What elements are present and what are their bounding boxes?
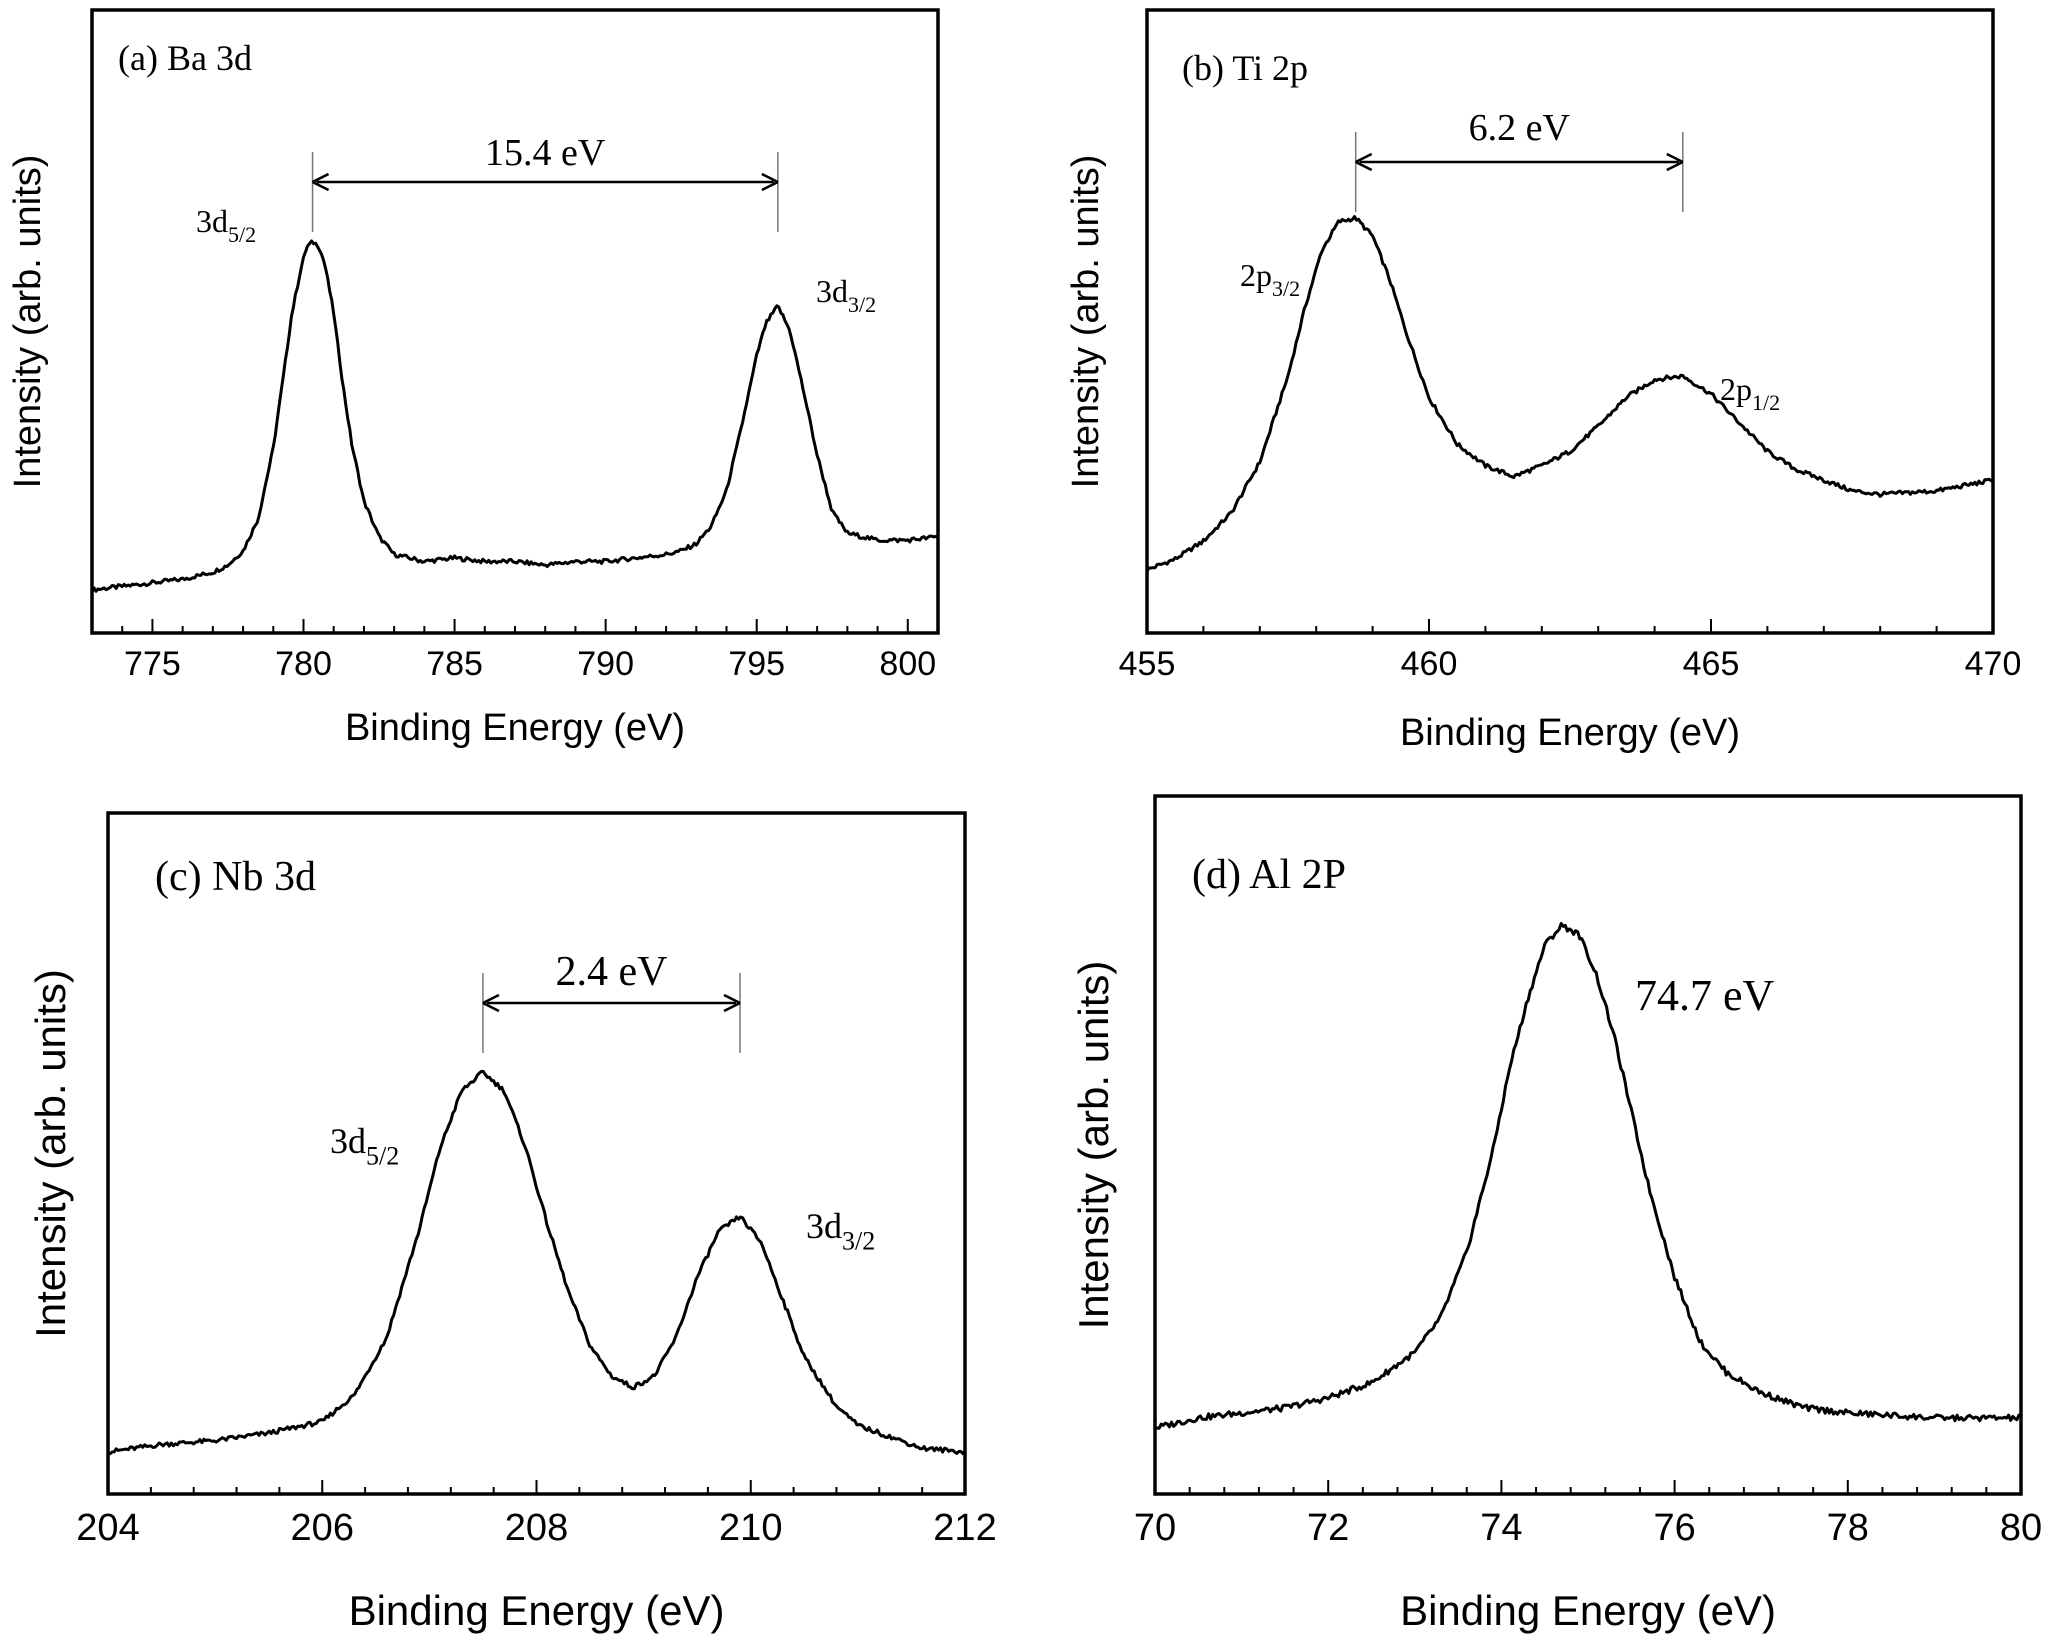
spectrum-line xyxy=(1145,215,1994,572)
peak-label-main: 2p xyxy=(1240,257,1272,293)
x-axis-title: Binding Energy (eV) xyxy=(1400,1587,1776,1634)
x-tick-label: 206 xyxy=(291,1507,354,1549)
peak-label-subscript: 3/2 xyxy=(1272,276,1300,301)
peak-label-main: 3d xyxy=(196,203,228,239)
peak-label-subscript: 3/2 xyxy=(848,292,876,317)
peak-label-main: 2p xyxy=(1720,371,1752,407)
x-tick-label: 470 xyxy=(1965,645,2022,683)
peak-label-main: 3d xyxy=(816,273,848,309)
peak-label-main: 3d xyxy=(330,1121,366,1161)
arrow-head-right xyxy=(723,993,741,1013)
panels: 775 780 785 790 795 800 Binding Energy (eV) Int… xyxy=(7,8,2042,1634)
peak-label-subscript: 3/2 xyxy=(842,1227,875,1256)
panel-label: (d) Al 2P xyxy=(1192,852,1346,898)
arrow-head-right xyxy=(1666,152,1684,172)
panel-label: (c) Nb 3d xyxy=(155,854,316,900)
peak-label-subscript: 1/2 xyxy=(1752,390,1780,415)
panel-label: (b) Ti 2p xyxy=(1182,48,1308,88)
peak-label: 3d5/2 xyxy=(196,203,256,247)
x-tick-label: 790 xyxy=(577,645,634,683)
x-axis-title: Binding Energy (eV) xyxy=(1400,712,1740,754)
arrow-head-right xyxy=(761,172,779,192)
x-axis-title: Binding Energy (eV) xyxy=(345,707,685,749)
separation-label: 6.2 eV xyxy=(1469,107,1571,149)
x-tick-label: 72 xyxy=(1307,1507,1349,1549)
x-tick-label: 780 xyxy=(275,645,332,683)
spectrum-line xyxy=(90,239,939,593)
peak-label-subscript: 5/2 xyxy=(228,222,256,247)
x-axis-title: Binding Energy (eV) xyxy=(349,1587,725,1634)
x-tick-label: 78 xyxy=(1827,1507,1869,1549)
peak-label: 3d5/2 xyxy=(330,1121,399,1171)
y-axis-title: Intensity (arb. units) xyxy=(27,969,74,1338)
panel-a: 775 780 785 790 795 800 Binding Energy (eV) Int… xyxy=(7,8,940,749)
peak-label: 2p1/2 xyxy=(1720,371,1780,415)
y-axis-title: Intensity (arb. units) xyxy=(7,155,49,489)
spectrum-line xyxy=(107,1069,967,1456)
peak-label: 2p3/2 xyxy=(1240,257,1300,301)
x-tick-label: 204 xyxy=(76,1507,139,1549)
x-tick-label: 70 xyxy=(1134,1507,1176,1549)
y-axis-title: Intensity (arb. units) xyxy=(1070,961,1117,1330)
peak-label-subscript: 5/2 xyxy=(366,1142,399,1171)
x-tick-label: 208 xyxy=(505,1507,568,1549)
arrow-head-left xyxy=(312,172,330,192)
x-tick-label: 74 xyxy=(1480,1507,1522,1549)
plot-frame xyxy=(90,8,940,635)
x-tick-label: 80 xyxy=(2000,1507,2042,1549)
plot-frame xyxy=(1153,794,2023,1496)
peak-label: 3d3/2 xyxy=(806,1206,875,1256)
spectrum-line xyxy=(1154,922,2022,1431)
x-tick-label: 800 xyxy=(879,645,936,683)
x-tick-label: 460 xyxy=(1401,645,1458,683)
peak-label-main: 3d xyxy=(806,1206,842,1246)
panel-b: 455 460 465 470 Binding Energy (eV) Intensity… xyxy=(1065,8,2022,754)
y-axis-title: Intensity (arb. units) xyxy=(1065,155,1107,489)
peak-label: 3d3/2 xyxy=(816,273,876,317)
arrow-head-left xyxy=(482,993,500,1013)
x-tick-label: 775 xyxy=(124,645,181,683)
separation-label: 2.4 eV xyxy=(555,949,667,995)
x-tick-label: 455 xyxy=(1119,645,1176,683)
plot-frame xyxy=(1145,8,1995,635)
separation-label: 15.4 eV xyxy=(485,132,606,174)
x-tick-label: 210 xyxy=(719,1507,782,1549)
x-tick-label: 76 xyxy=(1653,1507,1695,1549)
x-tick-label: 465 xyxy=(1683,645,1740,683)
x-tick-label: 212 xyxy=(933,1507,996,1549)
panel-c: 204 206 208 210 212 Binding Energy (eV) Intens… xyxy=(27,811,997,1634)
panel-label: (a) Ba 3d xyxy=(118,38,252,78)
peak-value-label: 74.7 eV xyxy=(1635,971,1775,1020)
x-tick-label: 785 xyxy=(426,645,483,683)
arrow-head-left xyxy=(1355,152,1373,172)
x-tick-label: 795 xyxy=(728,645,785,683)
plot-frame xyxy=(106,811,967,1496)
panel-d: 70 72 74 76 78 80 Binding Energy (eV) Intensity… xyxy=(1070,794,2042,1634)
